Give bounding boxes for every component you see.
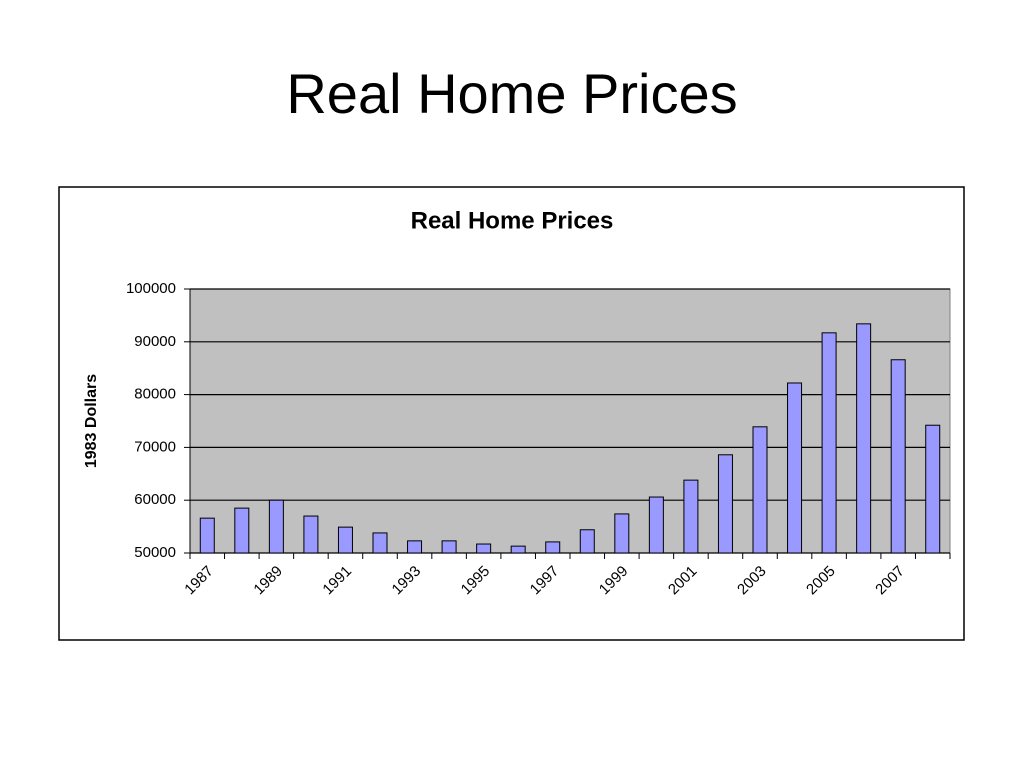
bar <box>890 359 906 554</box>
bar <box>925 424 941 554</box>
y-tick-label: 60000 <box>134 491 176 508</box>
bar <box>545 541 561 554</box>
bar <box>614 513 630 554</box>
bar <box>476 543 492 554</box>
bar <box>407 540 423 554</box>
bar <box>234 507 250 554</box>
bar <box>510 545 526 554</box>
bar <box>199 517 215 554</box>
bar <box>268 499 284 554</box>
y-tick-label: 100000 <box>126 280 176 297</box>
bar <box>648 496 664 554</box>
bar <box>683 479 699 554</box>
bar <box>303 515 319 554</box>
bar <box>372 532 388 554</box>
y-tick-label: 80000 <box>134 386 176 403</box>
bar <box>441 540 457 554</box>
bar <box>752 426 768 554</box>
y-axis-label: 1983 Dollars <box>83 374 100 468</box>
bar <box>856 323 872 554</box>
bar <box>337 526 353 554</box>
bar <box>821 332 837 554</box>
bar <box>579 529 595 554</box>
y-tick-label: 50000 <box>134 544 176 561</box>
bar <box>717 454 733 554</box>
slide-title: Real Home Prices <box>286 62 737 125</box>
y-tick-label: 70000 <box>134 438 176 455</box>
y-tick-label: 90000 <box>134 333 176 350</box>
chart-title: Real Home Prices <box>411 207 614 234</box>
bar <box>787 382 803 554</box>
